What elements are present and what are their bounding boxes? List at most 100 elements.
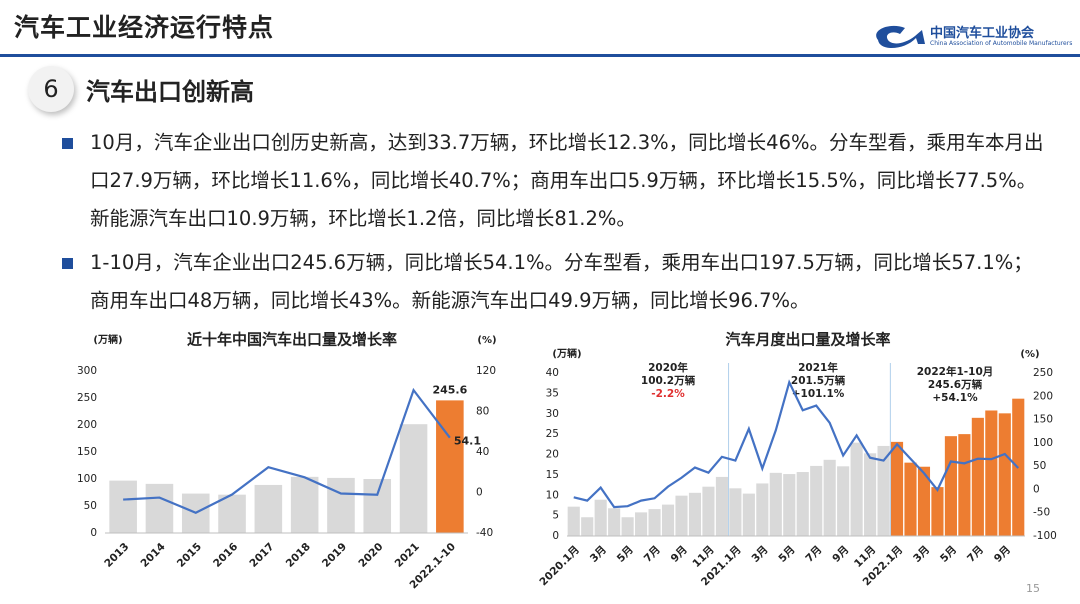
annotation: 2021年 xyxy=(798,361,838,374)
bar xyxy=(877,445,890,536)
y2-tick-label: 50 xyxy=(1033,460,1046,472)
y2-tick-label: 250 xyxy=(1033,367,1053,379)
annotation: 100.2万辆 xyxy=(641,374,696,387)
x-tick-label: 2019 xyxy=(320,541,349,570)
data-label: 245.6 xyxy=(432,383,467,396)
x-tick-label: 5月 xyxy=(615,544,636,565)
bar xyxy=(715,476,728,536)
x-tick-label: 7月 xyxy=(642,544,663,565)
x-tick-label: 5月 xyxy=(938,544,959,565)
x-tick-label: 7月 xyxy=(803,544,824,565)
logo-subtitle: China Association of Automobile Manufact… xyxy=(930,40,1073,47)
y-unit: (万辆) xyxy=(552,347,581,360)
y2-tick-label: 40 xyxy=(476,446,489,458)
x-tick-label: 2021 xyxy=(393,541,422,570)
bar xyxy=(436,400,464,533)
page-number: 15 xyxy=(1026,582,1040,595)
bar xyxy=(567,506,580,536)
annotation: 201.5万辆 xyxy=(791,374,846,387)
y-tick-label: 20 xyxy=(546,449,559,461)
bar xyxy=(931,487,944,536)
bar xyxy=(608,508,621,536)
x-tick-label: 3月 xyxy=(749,544,770,565)
data-label: 54.1 xyxy=(454,435,481,448)
bar xyxy=(702,486,715,536)
bar xyxy=(218,494,246,533)
slide-title: 汽车工业经济运行特点 xyxy=(14,13,275,42)
bar xyxy=(796,472,809,536)
bar xyxy=(327,477,355,533)
y-tick-label: 200 xyxy=(77,419,97,431)
bar xyxy=(823,459,836,536)
bar xyxy=(864,453,877,536)
y-tick-label: 5 xyxy=(552,510,559,522)
bar xyxy=(661,504,675,536)
x-tick-label: 3月 xyxy=(911,544,932,565)
bar xyxy=(850,442,863,536)
x-tick-label: 7月 xyxy=(965,544,986,565)
y-tick-label: 50 xyxy=(84,500,97,512)
x-tick-label: 2015 xyxy=(175,541,204,570)
bar xyxy=(109,480,137,533)
line xyxy=(123,387,451,514)
bar xyxy=(810,465,823,536)
y2-tick-label: 200 xyxy=(1033,390,1053,402)
x-tick-label: 9月 xyxy=(830,544,851,565)
x-tick-label: 2014 xyxy=(139,541,168,570)
bar xyxy=(688,492,702,536)
y-tick-label: 40 xyxy=(546,367,559,379)
y-tick-label: 25 xyxy=(546,428,559,440)
annotation: 2022年1-10月 xyxy=(917,365,994,378)
y2-tick-label: 150 xyxy=(1033,414,1053,426)
bullet: 10月，汽车企业出口创历史新高，达到33.7万辆，环比增长12.3%，同比增长4… xyxy=(62,124,1052,238)
y-unit: (万辆) xyxy=(93,333,122,346)
bar xyxy=(363,479,392,533)
y2-unit: (%) xyxy=(1020,349,1039,360)
x-tick-label: 2013 xyxy=(102,541,131,570)
bar xyxy=(254,484,283,533)
line xyxy=(573,379,1020,509)
bar xyxy=(742,493,755,536)
logo-mark xyxy=(876,25,925,49)
logo-name: 中国汽车工业协会 xyxy=(930,26,1035,41)
y2-unit: (%) xyxy=(477,335,496,346)
y2-tick-label: 0 xyxy=(476,487,483,499)
y-tick-label: 10 xyxy=(546,489,559,501)
bullet-text: 10月，汽车企业出口创历史新高，达到33.7万辆，环比增长12.3%，同比增长4… xyxy=(90,131,1044,230)
bar xyxy=(621,517,634,536)
bar xyxy=(675,495,688,536)
y-tick-label: 300 xyxy=(77,365,97,377)
x-tick-label: 3月 xyxy=(588,544,609,565)
bar xyxy=(783,474,796,536)
x-tick-label: 2020.1月 xyxy=(537,544,582,589)
bullet: 1-10月，汽车企业出口245.6万辆，同比增长54.1%。分车型看，乘用车出口… xyxy=(62,244,1052,320)
y2-tick-label: -40 xyxy=(476,527,493,539)
annotation: +54.1% xyxy=(932,392,978,404)
y-tick-label: 30 xyxy=(546,408,559,420)
x-tick-label: 5月 xyxy=(776,544,797,565)
bar xyxy=(756,483,769,536)
bar xyxy=(594,499,607,536)
y-tick-label: 250 xyxy=(77,392,97,404)
bar xyxy=(729,488,742,536)
bar xyxy=(944,436,957,536)
x-tick-label: 9月 xyxy=(669,544,690,565)
chart-title: 汽车月度出口量及增长率 xyxy=(725,331,890,349)
x-tick-label: 2018 xyxy=(284,541,313,570)
section-title: 汽车出口创新高 xyxy=(86,78,254,106)
annotation: -2.2% xyxy=(651,388,685,400)
bar xyxy=(648,509,661,536)
bar xyxy=(890,441,904,536)
bar xyxy=(985,410,998,536)
bar xyxy=(581,517,594,536)
bar xyxy=(635,512,648,536)
y2-tick-label: -50 xyxy=(1033,507,1050,519)
y2-tick-label: 80 xyxy=(476,406,489,418)
y2-tick-label: 100 xyxy=(1033,437,1053,449)
bar xyxy=(998,413,1011,536)
y2-tick-label: -100 xyxy=(1033,530,1057,542)
x-tick-label: 2017 xyxy=(247,541,276,570)
chart-title: 近十年中国汽车出口量及增长率 xyxy=(187,331,397,349)
x-tick-label: 2016 xyxy=(211,541,240,570)
